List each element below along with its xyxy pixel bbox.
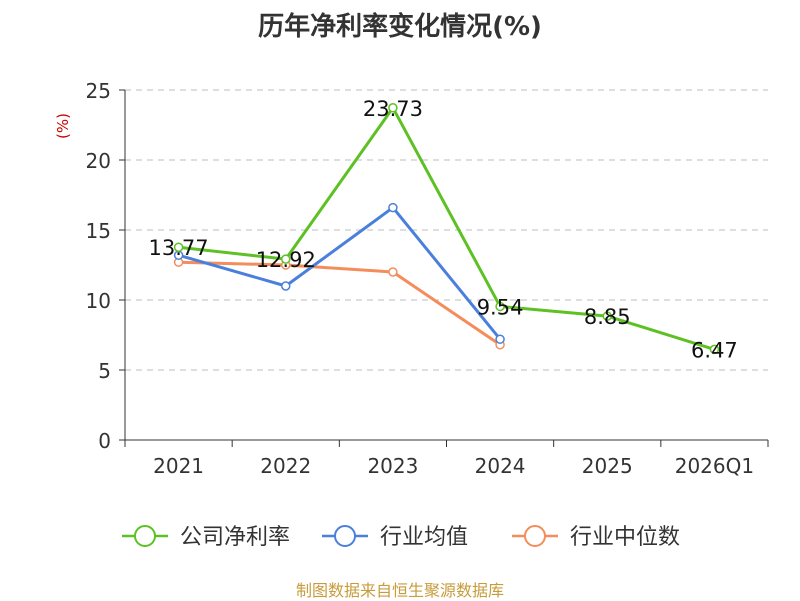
- x-tick-label-2022: 2022: [260, 454, 311, 478]
- series-2: [173, 257, 505, 350]
- y-axis-label: (%): [54, 113, 72, 139]
- legend-marker-2: [524, 525, 546, 547]
- y-tick-label-25: 25: [86, 79, 111, 103]
- legend-label-0: 公司净利率: [180, 525, 290, 550]
- legend-item-2[interactable]: 行业中位数: [512, 525, 680, 550]
- series-line-2: [178, 260, 501, 347]
- data-label-0: 13.77: [149, 236, 209, 260]
- x-tick-label-2021: 2021: [153, 454, 204, 478]
- legend-item-1[interactable]: 行业均值: [322, 525, 468, 550]
- data-point-0-3: [495, 301, 505, 312]
- series-line-1: [178, 206, 502, 341]
- legend-label-1: 行业均值: [380, 525, 468, 550]
- data-label-1: 12.92: [256, 248, 316, 272]
- data-point-1-1: [281, 281, 291, 291]
- y-tick-label-0: 0: [98, 429, 111, 453]
- data-point-0-2: [388, 103, 398, 113]
- data-label-4: 8.85: [584, 305, 631, 329]
- legend-label-2: 行业中位数: [570, 525, 680, 550]
- data-label-2: 23.73: [363, 97, 423, 121]
- data-point-0-1: [281, 254, 291, 264]
- data-point-1-2: [388, 202, 398, 213]
- source-note: 制图数据来自恒生聚源数据库: [295, 581, 504, 600]
- y-tick-label-20: 20: [86, 149, 111, 173]
- data-point-0-5: [709, 344, 720, 355]
- series-0: [173, 103, 720, 355]
- legend-marker-0: [134, 525, 156, 547]
- y-tick-label-10: 10: [86, 289, 111, 313]
- y-tick-label-5: 5: [98, 359, 111, 383]
- data-label-3: 9.54: [477, 295, 524, 319]
- y-tick-labels: 0 5 10 15 20 25: [86, 79, 111, 453]
- legend[interactable]: 公司净利率 行业均值 行业中位数: [122, 525, 680, 550]
- data-label-5: 6.47: [691, 338, 738, 362]
- data-point-0-0: [173, 242, 184, 252]
- x-tick-label-2025: 2025: [582, 454, 633, 478]
- x-tick-label-2023: 2023: [367, 454, 418, 478]
- data-point-0-4: [602, 311, 612, 321]
- legend-marker-1: [334, 525, 356, 547]
- chart-title: 历年净利率变化情况(%): [258, 12, 542, 42]
- series-1: [173, 202, 505, 344]
- x-tick-label-2026Q1: 2026Q1: [675, 454, 754, 478]
- x-tick-labels: 2021 2022 2023 2024 2025 2026Q1: [153, 454, 754, 478]
- series-lines: [173, 103, 720, 355]
- series-line-0: [178, 106, 715, 351]
- axes: [119, 89, 769, 447]
- data-point-2-2: [388, 267, 398, 277]
- data-labels: 13.77 12.92 23.73 9.54 8.85 6.47: [149, 97, 738, 363]
- x-tick-label-2024: 2024: [475, 454, 526, 478]
- data-point-1-3: [495, 334, 505, 344]
- y-tick-label-15: 15: [86, 219, 111, 243]
- grid-lines: [125, 89, 768, 371]
- legend-item-0[interactable]: 公司净利率: [122, 525, 290, 550]
